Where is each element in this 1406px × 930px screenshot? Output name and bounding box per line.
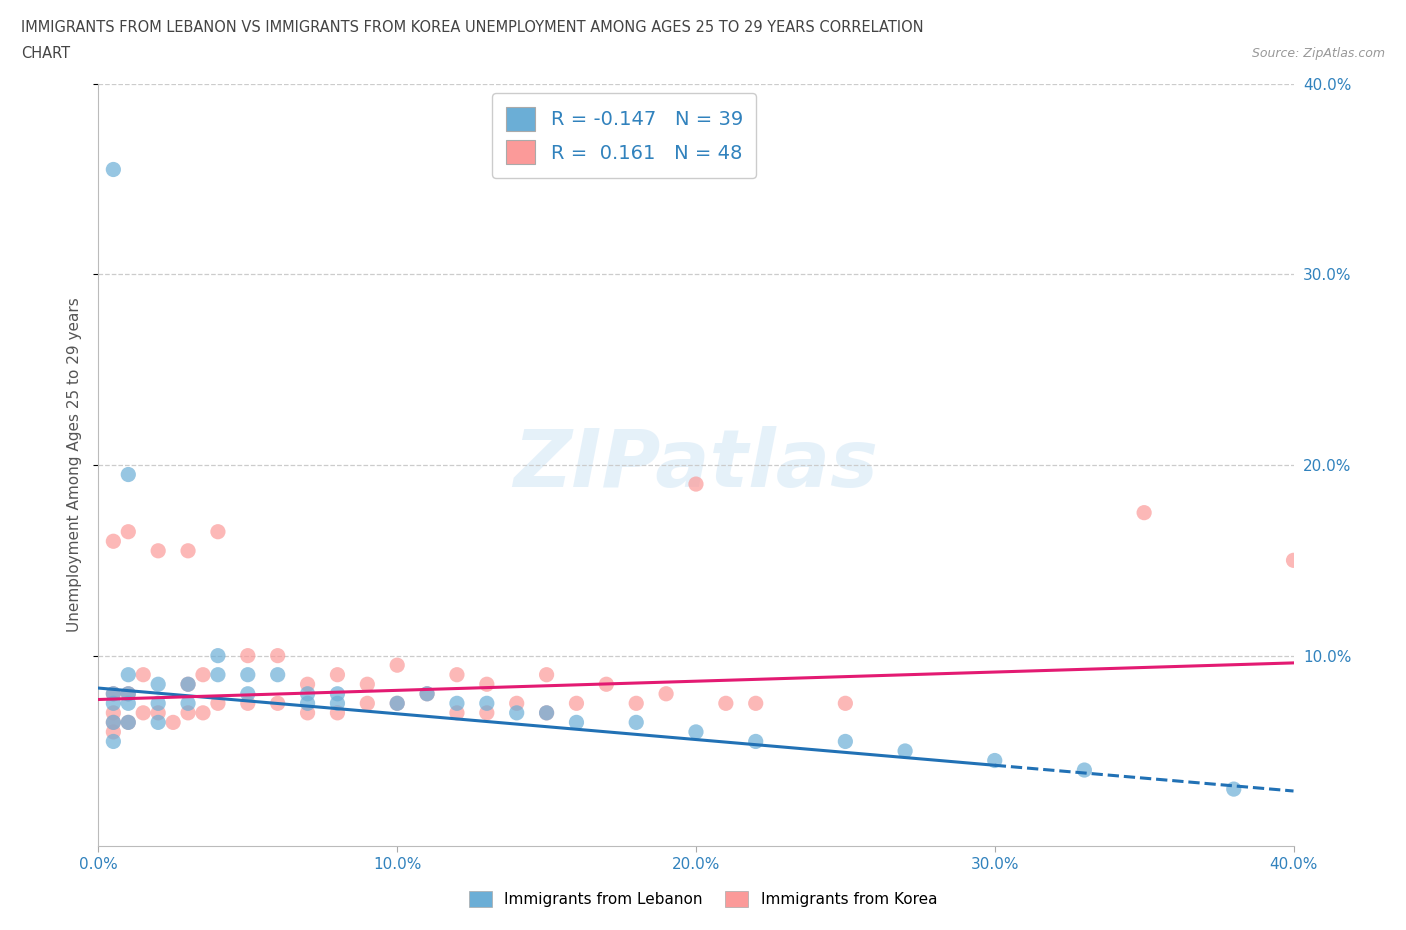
Point [745, 734, 768, 749]
Point [177, 543, 200, 558]
Text: IMMIGRANTS FROM LEBANON VS IMMIGRANTS FROM KOREA UNEMPLOYMENT AMONG AGES 25 TO 2: IMMIGRANTS FROM LEBANON VS IMMIGRANTS FR… [21, 20, 924, 35]
Point [326, 706, 349, 721]
Point [416, 686, 439, 701]
Text: ZIPatlas: ZIPatlas [513, 426, 879, 504]
Point [297, 696, 319, 711]
Point [595, 677, 617, 692]
Point [132, 668, 155, 683]
Point [356, 677, 378, 692]
Point [714, 696, 737, 711]
Legend: Immigrants from Lebanon, Immigrants from Korea: Immigrants from Lebanon, Immigrants from… [463, 884, 943, 913]
Point [356, 696, 378, 711]
Point [148, 706, 170, 721]
Text: CHART: CHART [21, 46, 70, 61]
Point [626, 715, 648, 730]
Point [1282, 553, 1305, 568]
Point [117, 686, 139, 701]
Point [177, 677, 200, 692]
Point [1073, 763, 1095, 777]
Point [267, 648, 290, 663]
Point [536, 668, 558, 683]
Point [446, 706, 468, 721]
Point [236, 696, 259, 711]
Point [297, 706, 319, 721]
Point [565, 715, 588, 730]
Point [385, 658, 409, 672]
Point [148, 677, 170, 692]
Point [385, 696, 409, 711]
Point [103, 706, 125, 721]
Point [177, 696, 200, 711]
Point [745, 696, 768, 711]
Point [834, 734, 856, 749]
Point [1133, 505, 1156, 520]
Point [267, 696, 290, 711]
Point [984, 753, 1007, 768]
Point [103, 724, 125, 739]
Point [446, 696, 468, 711]
Point [297, 686, 319, 701]
Point [894, 744, 917, 759]
Point [685, 724, 707, 739]
Point [103, 715, 125, 730]
Point [326, 686, 349, 701]
Point [506, 706, 529, 721]
Point [103, 696, 125, 711]
Point [132, 706, 155, 721]
Point [103, 162, 125, 177]
Point [475, 677, 498, 692]
Point [103, 534, 125, 549]
Point [326, 668, 349, 683]
Text: Source: ZipAtlas.com: Source: ZipAtlas.com [1251, 46, 1385, 60]
Point [416, 686, 439, 701]
Point [297, 677, 319, 692]
Point [565, 696, 588, 711]
Point [655, 686, 678, 701]
Y-axis label: Unemployment Among Ages 25 to 29 years: Unemployment Among Ages 25 to 29 years [67, 298, 83, 632]
Point [446, 668, 468, 683]
Point [207, 696, 229, 711]
Point [103, 686, 125, 701]
Point [267, 668, 290, 683]
Point [117, 715, 139, 730]
Point [475, 696, 498, 711]
Point [117, 467, 139, 482]
Point [103, 734, 125, 749]
Point [506, 696, 529, 711]
Legend: R = -0.147   N = 39, R =  0.161   N = 48: R = -0.147 N = 39, R = 0.161 N = 48 [492, 93, 756, 178]
Point [236, 686, 259, 701]
Point [236, 668, 259, 683]
Point [117, 668, 139, 683]
Point [177, 677, 200, 692]
Point [191, 706, 214, 721]
Point [148, 715, 170, 730]
Point [626, 696, 648, 711]
Point [162, 715, 184, 730]
Point [103, 686, 125, 701]
Point [207, 648, 229, 663]
Point [475, 706, 498, 721]
Point [117, 696, 139, 711]
Point [103, 715, 125, 730]
Point [834, 696, 856, 711]
Point [117, 686, 139, 701]
Point [326, 696, 349, 711]
Point [177, 706, 200, 721]
Point [536, 706, 558, 721]
Point [1223, 781, 1246, 796]
Point [385, 696, 409, 711]
Point [117, 715, 139, 730]
Point [536, 706, 558, 721]
Point [236, 648, 259, 663]
Point [207, 668, 229, 683]
Point [685, 477, 707, 492]
Point [191, 668, 214, 683]
Point [117, 525, 139, 539]
Point [148, 543, 170, 558]
Point [207, 525, 229, 539]
Point [148, 696, 170, 711]
